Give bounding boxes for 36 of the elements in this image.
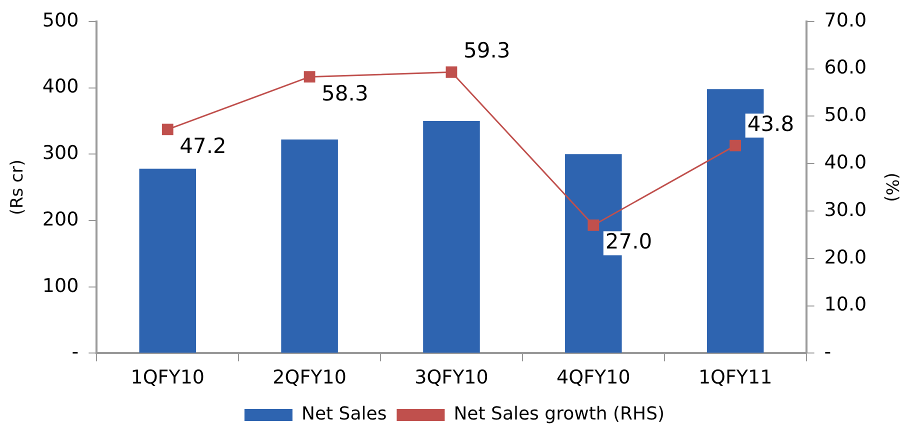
y2-tick-label: 30.0 [824,198,867,221]
y-tick-label: - [72,341,79,364]
data-label: 47.2 [180,134,226,158]
y2-tick-label: 70.0 [824,9,867,32]
x-tick-label: 3QFY10 [414,366,488,389]
bar [281,140,338,353]
point [162,124,174,136]
y-axis-title: (Rs cr) [8,159,28,216]
x-tick-label: 1QFY11 [698,366,772,389]
point [304,71,316,83]
y2-tick-label: - [824,341,832,364]
y-tick-label: 500 [42,9,79,32]
data-label: 59.3 [463,38,510,63]
y2-tick-label: 40.0 [824,152,867,174]
point [588,220,600,231]
data-label: 58.3 [322,81,368,106]
point [730,140,742,152]
x-tick-label: 1QFY10 [130,366,205,389]
data-label: 43.8 [747,112,794,136]
bar [423,120,480,353]
point [446,66,458,78]
x-tick-label: 4QFY10 [556,366,630,389]
y-tick-label: 300 [42,142,79,164]
bar [139,168,196,353]
legend-label: Net Sales [301,404,387,425]
y-tick-label: 100 [42,274,79,297]
y2-tick-label: 20.0 [824,246,867,268]
y-tick-label: 200 [42,208,79,230]
data-label: 27.0 [605,230,652,254]
y-tick-label: 400 [42,76,79,98]
y2-axis-title: (%) [881,172,902,202]
y2-tick-label: 10.0 [824,294,867,316]
y2-tick-label: 50.0 [824,104,867,126]
x-tick-label: 2QFY10 [272,366,346,389]
legend-label: Net Sales growth (RHS) [454,404,665,425]
y2-tick-label: 60.0 [824,56,867,79]
